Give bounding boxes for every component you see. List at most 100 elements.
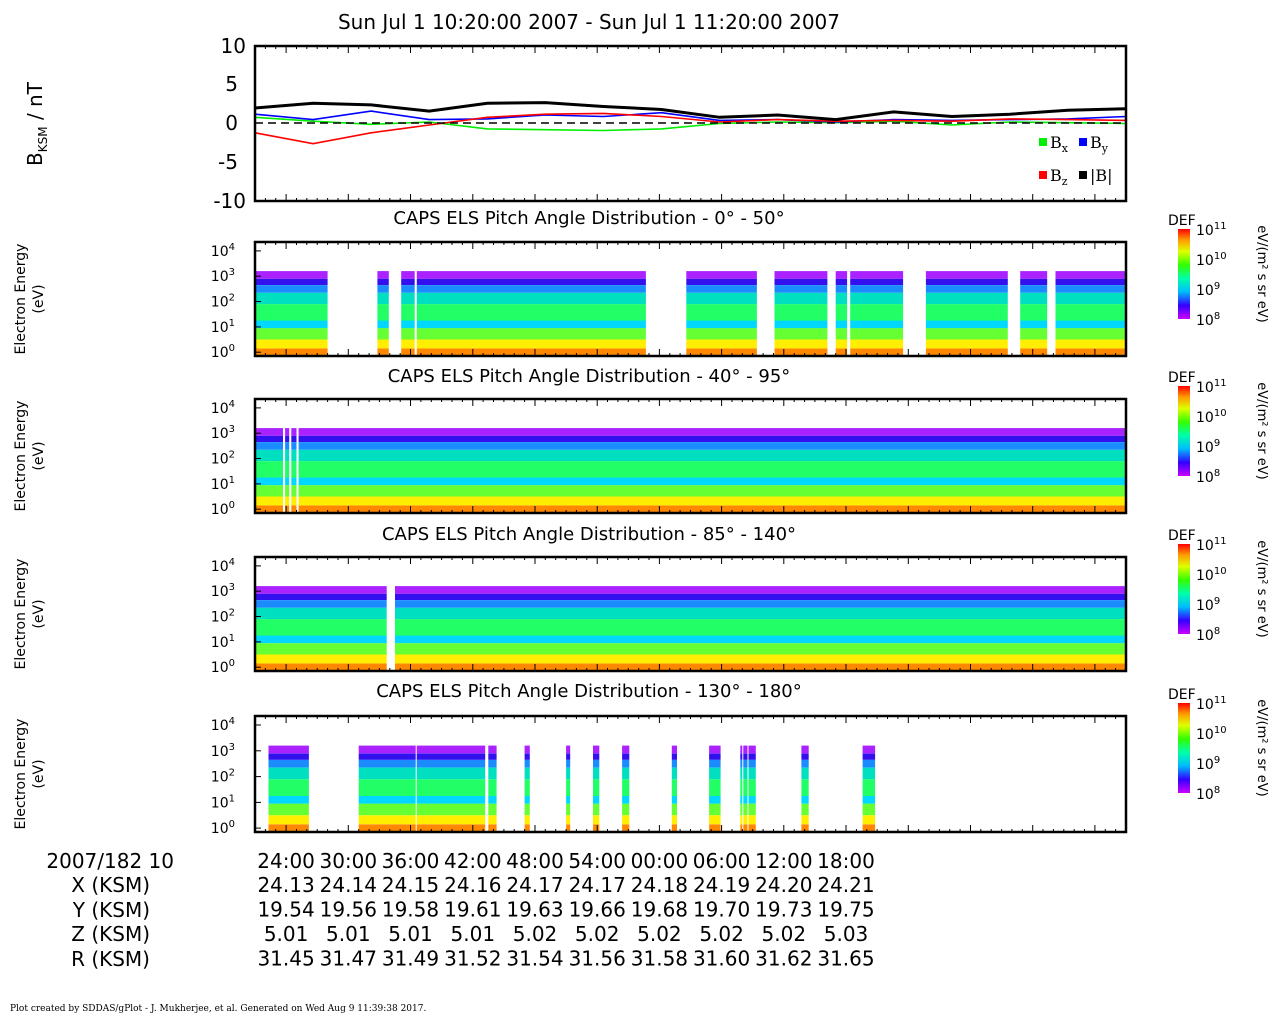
spec4-colorbar-tick: 108 [1196,785,1220,803]
spec4-data-gap-3 [485,716,489,832]
spec4-data-gap-11 [742,716,744,832]
spec3-colorbar-tick: 108 [1196,626,1220,644]
ephem-value: 24.17 [569,873,626,897]
spec3-flux-band-0 [255,663,1126,671]
spec1-flux-band-3 [255,320,1126,329]
ephem-value: 24.15 [382,873,439,897]
spec4-ytick-exponent: 4 [229,716,235,727]
spec1-colorbar-tick: 1011 [1196,221,1227,239]
spec1-y-axis-label-line2: (eV) [31,284,47,313]
spec3-ytick-label: 104 [211,557,235,575]
mag-series-lines [254,101,1127,145]
ephem-value: 5.01 [264,922,309,946]
legend-bmag-label: |B| [1090,166,1113,185]
spec2-colorbar-tick: 109 [1196,438,1220,456]
ephem-value: 31.56 [569,947,626,971]
ephem-value: 24.21 [817,873,874,897]
ephem-label-r: R (KSM) [71,947,150,971]
spec2-ytick-exponent: 4 [229,399,235,410]
spec1-ytick-label: 102 [211,293,235,311]
spec4-y-axis-label-line2: (eV) [31,759,47,788]
spec2-title: CAPS ELS Pitch Angle Distribution - 40° … [388,366,791,387]
spec3-ytick-label: 102 [211,608,235,626]
spec1-ytick-exponent: 3 [229,267,235,278]
spec4-data-gap-5 [529,716,567,832]
spec2-colorbar-tick-exponent: 11 [1214,378,1227,389]
legend-bz-swatch [1039,171,1047,179]
legend-by-label: By [1090,133,1109,155]
ephem-value: 24.13 [257,873,314,897]
spec1-data-gap-4 [756,242,775,356]
spec1-ytick-label: 100 [211,343,235,361]
spec2-ytick-exponent: 0 [229,500,235,511]
spec3-ytick-exponent: 1 [229,633,235,644]
spec2-colorbar-tick: 108 [1196,468,1220,486]
spec4-colorbar-tick-exponent: 10 [1214,725,1227,736]
spec1-flux-band-0 [255,348,1126,356]
spec1-colorbar-tick: 109 [1196,281,1220,299]
spec1-data-gap-2 [414,242,417,356]
mag-y-axis-name: B [23,152,47,166]
spec4-colorbar-tick: 1010 [1196,725,1227,743]
spec3-flux-band-8 [255,586,1126,594]
spec4-y-axis-label: Electron Energy (eV) [13,719,47,830]
spec4-title: CAPS ELS Pitch Angle Distribution - 130°… [376,681,802,702]
ephem-value: 24.14 [320,873,377,897]
time-tick-label: 30:00 [319,849,377,873]
spec4-ytick-exponent: 0 [229,819,235,830]
spec4-ytick-label: 102 [211,768,235,786]
ephem-value: 31.60 [693,947,750,971]
spec2-ytick-label: 100 [211,500,235,518]
ephem-value: 31.49 [382,947,439,971]
spec4-colorbar-tick-exponent: 11 [1214,695,1227,706]
spec4-data-gap-2 [415,716,417,832]
spec3-flux-band-6 [255,600,1126,608]
spec2-colorbar-unit: eV/(m² s sr eV) [1254,382,1269,479]
spec3-ytick-exponent: 4 [229,557,235,568]
ephem-value: 5.02 [699,922,744,946]
spec1-colorbar-tick-exponent: 9 [1214,281,1220,292]
time-tick-label: 36:00 [382,849,440,873]
spec4-data-gap-8 [629,716,672,832]
spec1-ytick-exponent: 1 [229,318,235,329]
spec2-colorbar [1178,386,1190,476]
spec3-y-axis-label: Electron Energy (eV) [13,559,47,670]
spec4-data-gap-15 [875,716,1126,832]
time-tick-label: 06:00 [693,849,751,873]
spec4-data-gap-1 [308,716,359,832]
ephem-value: 19.70 [693,898,750,922]
spec3-colorbar-tick: 1011 [1196,536,1227,554]
spec4-ytick-label: 101 [211,793,235,811]
ephem-value: 24.18 [631,873,688,897]
spec4-data-gap-4 [496,716,525,832]
spec4-data-gap-9 [677,716,710,832]
spec3-flux-band-4 [255,619,1126,636]
spec1-ytick-label: 104 [211,242,235,260]
ephem-value: 19.66 [569,898,626,922]
ephem-value: 19.63 [506,898,563,922]
ephem-value: 31.65 [817,947,874,971]
spec2-colorbar-title: DEF [1168,370,1196,386]
spec1-data-gap-0 [327,242,378,356]
ephem-value: 19.75 [817,898,874,922]
spec2-ytick-exponent: 3 [229,424,235,435]
spec2-flux-band-3 [255,477,1126,486]
spec2-ytick-label: 104 [211,399,235,417]
spec2-ytick-label: 103 [211,424,235,442]
spec4-data-gap-12 [747,716,749,832]
spec1-data-gap-6 [847,242,851,356]
spec2-colorbar-tick: 1011 [1196,378,1227,396]
spec1-colorbar-tick-exponent: 8 [1214,311,1220,322]
spec1-flux-band-4 [255,304,1126,321]
spec1-ytick-label: 101 [211,318,235,336]
spec3-title: CAPS ELS Pitch Angle Distribution - 85° … [382,524,796,545]
spec2-flux-band-7 [255,435,1126,442]
mag-series-2 [254,112,1127,145]
spec3-ytick-exponent: 3 [229,582,235,593]
spec2-ytick-label: 101 [211,475,235,493]
spec3-colorbar-tick-exponent: 11 [1214,536,1227,547]
mag-ytick-neg10: -10 [213,189,246,213]
legend-bz-label: Bz [1050,166,1068,188]
time-tick-label: 42:00 [444,849,502,873]
spec3-ytick-exponent: 0 [229,658,235,669]
